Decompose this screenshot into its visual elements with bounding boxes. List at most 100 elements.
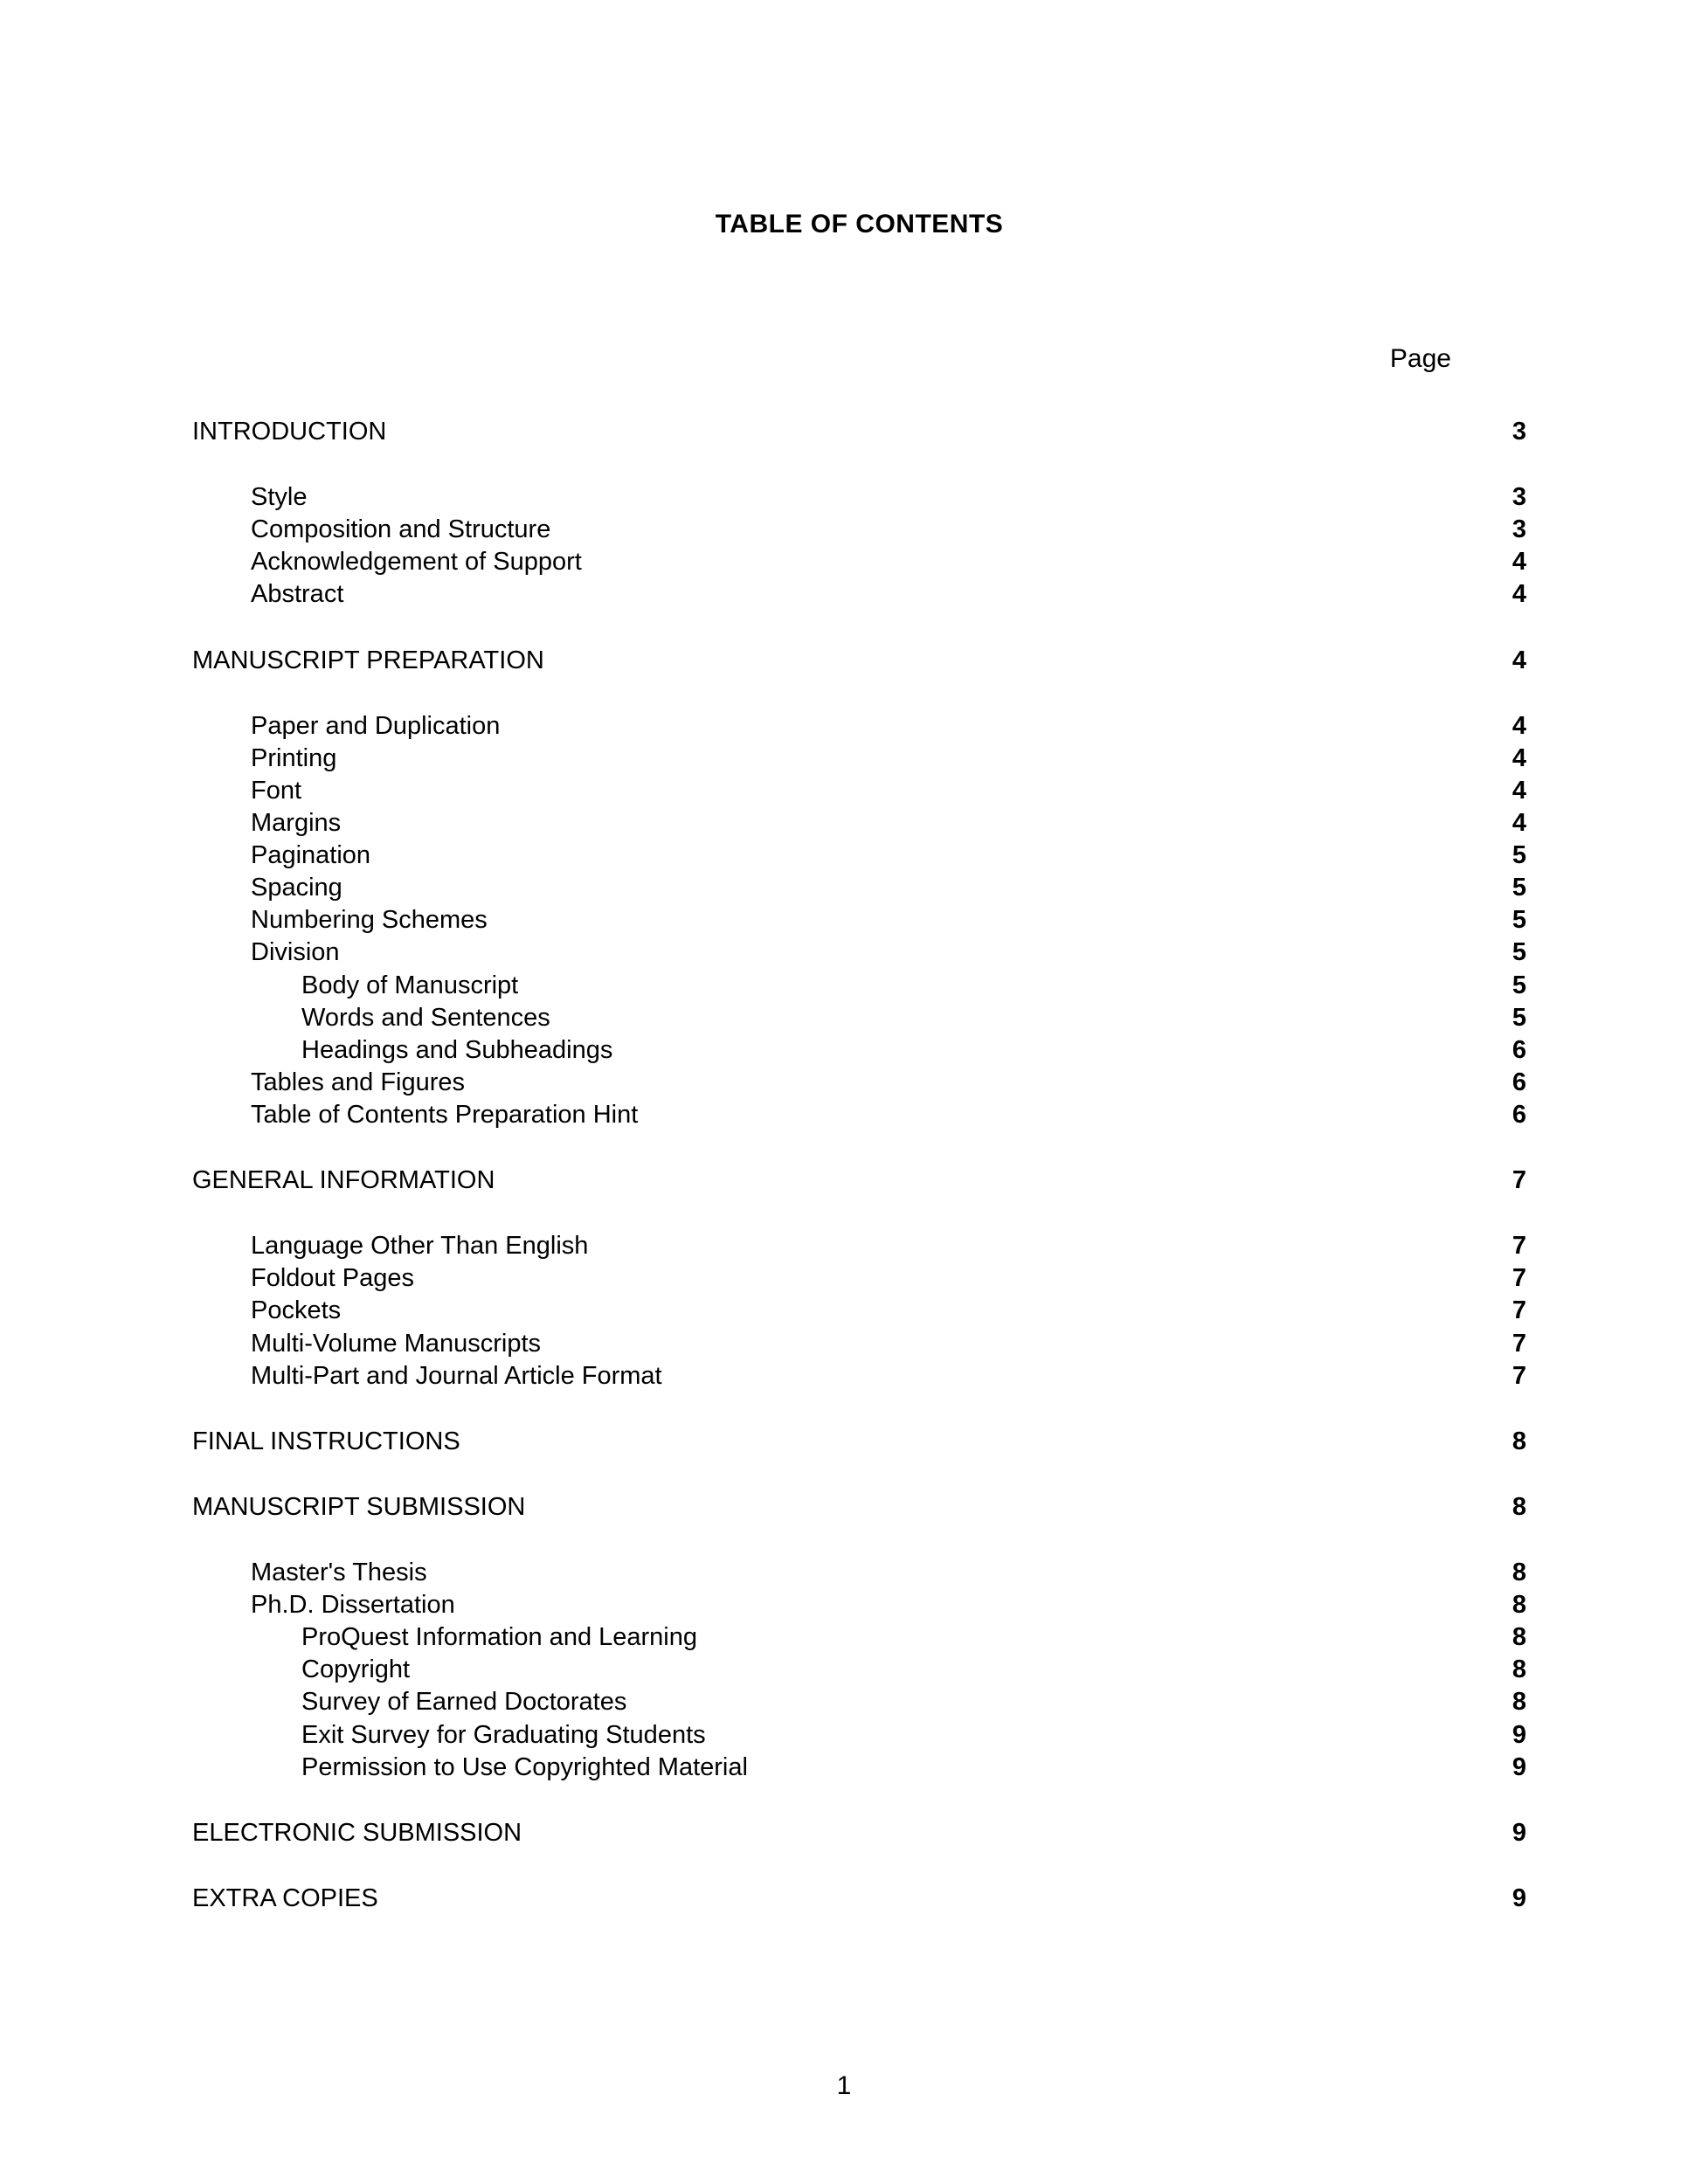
toc-entry-label: Body of Manuscript — [301, 970, 518, 1002]
toc-entry: Exit Survey for Graduating Students 9 — [192, 1719, 1526, 1752]
page-number: 1 — [0, 2071, 1688, 2101]
toc-entry: Style3 — [192, 481, 1526, 514]
toc-entry-label: Abstract — [251, 578, 343, 611]
toc-entry-label: Multi-Volume Manuscripts — [251, 1328, 541, 1360]
toc-section-heading: FINAL INSTRUCTIONS8 — [192, 1426, 1526, 1458]
toc-spacer — [192, 1524, 1526, 1557]
toc-entry-page: 8 — [1507, 1654, 1526, 1686]
toc-entry-page: 8 — [1507, 1621, 1526, 1654]
toc-section-heading: EXTRA COPIES9 — [192, 1883, 1526, 1915]
toc-entry-label: GENERAL INFORMATION — [192, 1165, 495, 1197]
toc-spacer — [192, 677, 1526, 710]
toc-entry-label: Margins — [251, 807, 341, 840]
toc-spacer — [192, 1197, 1526, 1230]
toc-entry-page: 5 — [1507, 872, 1526, 904]
toc-entry-label: Table of Contents Preparation Hint — [251, 1099, 638, 1131]
toc-entry-page: 8 — [1507, 1491, 1526, 1524]
toc-entry: Division 5 — [192, 936, 1526, 969]
toc-entry: Spacing 5 — [192, 872, 1526, 904]
toc-entry: Multi-Part and Journal Article Format 7 — [192, 1360, 1526, 1393]
page-column-header: Page — [192, 344, 1526, 374]
toc-entry-label: MANUSCRIPT SUBMISSION — [192, 1491, 525, 1524]
toc-entry-label: FINAL INSTRUCTIONS — [192, 1426, 460, 1458]
toc-entry: Font 4 — [192, 775, 1526, 807]
toc-section: MANUSCRIPT PREPARATION4 Paper and Duplic… — [192, 645, 1526, 1132]
toc-entry-label: INTRODUCTION — [192, 416, 386, 448]
toc-entry-page: 5 — [1507, 970, 1526, 1002]
toc-entry: ProQuest Information and Learning 8 — [192, 1621, 1526, 1654]
toc-entry-page: 9 — [1507, 1719, 1526, 1752]
toc-entry-page: 5 — [1507, 840, 1526, 872]
toc-entry-page: 7 — [1507, 1360, 1526, 1393]
toc-entry-label: ProQuest Information and Learning — [301, 1621, 697, 1654]
toc-entry: Survey of Earned Doctorates 8 — [192, 1686, 1526, 1718]
toc-entry-page: 6 — [1507, 1034, 1526, 1067]
toc-entry-page: 8 — [1507, 1686, 1526, 1718]
toc-entry-label: ELECTRONIC SUBMISSION — [192, 1817, 522, 1849]
toc-entry-page: 3 — [1507, 514, 1526, 546]
toc-entry: Pagination5 — [192, 840, 1526, 872]
toc-entry-page: 7 — [1507, 1295, 1526, 1327]
toc-entry: Tables and Figures 6 — [192, 1067, 1526, 1099]
toc-entry-label: Acknowledgement of Support — [251, 546, 582, 578]
toc-section-heading: GENERAL INFORMATION 7 — [192, 1165, 1526, 1197]
toc-entry: Pockets 7 — [192, 1295, 1526, 1327]
toc-entry-label: Style — [251, 481, 307, 514]
document-page: TABLE OF CONTENTS Page INTRODUCTION3Styl… — [0, 0, 1688, 2184]
toc-entry-label: Spacing — [251, 872, 342, 904]
toc-entry-label: Font — [251, 775, 301, 807]
toc-entry: Copyright8 — [192, 1654, 1526, 1686]
toc-entry: Acknowledgement of Support 4 — [192, 546, 1526, 578]
toc-entry: Printing4 — [192, 743, 1526, 775]
toc-spacer — [192, 448, 1526, 481]
toc-section-heading: INTRODUCTION 3 — [192, 416, 1526, 448]
toc-entry-label: EXTRA COPIES — [192, 1883, 378, 1915]
toc-entry-label: Foldout Pages — [251, 1262, 414, 1295]
toc-entry: Paper and Duplication 4 — [192, 710, 1526, 743]
toc-entry-page: 8 — [1507, 1557, 1526, 1589]
toc-entry: Permission to Use Copyrighted Material 9 — [192, 1752, 1526, 1784]
toc-entry: Foldout Pages 7 — [192, 1262, 1526, 1295]
toc-entry-label: Language Other Than English — [251, 1230, 588, 1262]
toc-section: MANUSCRIPT SUBMISSION8Master's Thesis8Ph… — [192, 1491, 1526, 1784]
toc-entry-label: Numbering Schemes — [251, 904, 488, 936]
toc-entry-label: Tables and Figures — [251, 1067, 465, 1099]
toc-entry-page: 4 — [1507, 775, 1526, 807]
toc-entry-label: Survey of Earned Doctorates — [301, 1686, 626, 1718]
toc-entry-page: 7 — [1507, 1262, 1526, 1295]
toc-entry-label: Multi-Part and Journal Article Format — [251, 1360, 662, 1393]
toc-entry-label: MANUSCRIPT PREPARATION — [192, 645, 544, 677]
toc-entry-label: Division — [251, 936, 340, 969]
toc-section: EXTRA COPIES9 — [192, 1883, 1526, 1915]
toc-entry-page: 6 — [1507, 1067, 1526, 1099]
toc-entry-label: Exit Survey for Graduating Students — [301, 1719, 706, 1752]
toc-entry-label: Paper and Duplication — [251, 710, 500, 743]
toc-entry-page: 4 — [1507, 710, 1526, 743]
toc-section-heading: MANUSCRIPT SUBMISSION 8 — [192, 1491, 1526, 1524]
toc-entry-page: 5 — [1507, 904, 1526, 936]
toc-section-heading: MANUSCRIPT PREPARATION4 — [192, 645, 1526, 677]
toc-entry: Ph.D. Dissertation8 — [192, 1589, 1526, 1621]
toc-entry-label: Headings and Subheadings — [301, 1034, 612, 1067]
toc-section-heading: ELECTRONIC SUBMISSION 9 — [192, 1817, 1526, 1849]
toc-entry-label: Permission to Use Copyrighted Material — [301, 1752, 748, 1784]
toc-entry: Words and Sentences5 — [192, 1002, 1526, 1034]
page-title: TABLE OF CONTENTS — [192, 210, 1526, 239]
toc-entry-page: 9 — [1507, 1752, 1526, 1784]
toc-entry-page: 9 — [1507, 1817, 1526, 1849]
toc-entry-page: 7 — [1507, 1165, 1526, 1197]
toc-entry-page: 4 — [1507, 546, 1526, 578]
toc-entry-label: Ph.D. Dissertation — [251, 1589, 455, 1621]
toc-entry-page: 5 — [1507, 936, 1526, 969]
toc-entry-page: 4 — [1507, 743, 1526, 775]
toc-entry-page: 4 — [1507, 807, 1526, 840]
toc-entry: Composition and Structure 3 — [192, 514, 1526, 546]
toc-entry-page: 3 — [1507, 416, 1526, 448]
toc-section: GENERAL INFORMATION 7 Language Other Than … — [192, 1165, 1526, 1393]
toc-entry: Table of Contents Preparation Hint 6 — [192, 1099, 1526, 1131]
toc-entry-page: 6 — [1507, 1099, 1526, 1131]
toc-entry: Numbering Schemes 5 — [192, 904, 1526, 936]
toc-entry-label: Pockets — [251, 1295, 341, 1327]
toc-entry-label: Composition and Structure — [251, 514, 550, 546]
toc-entry: Multi-Volume Manuscripts7 — [192, 1328, 1526, 1360]
